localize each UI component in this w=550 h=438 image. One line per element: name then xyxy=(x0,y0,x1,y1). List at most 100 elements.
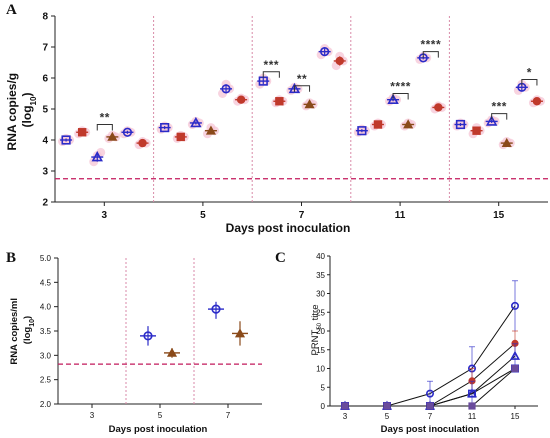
panel-a-point-halo xyxy=(218,89,228,98)
panel-a-y-axis-title: RNA copies/g (log10) xyxy=(5,70,38,151)
panel-a-y-tick-label: 4 xyxy=(42,136,48,147)
panel-a-significance-label: *** xyxy=(264,58,280,72)
panel-b-triangle-marker xyxy=(234,328,246,338)
panel-a-square-marker xyxy=(61,135,71,145)
panel-c-circle-marker xyxy=(425,389,434,398)
panel-a-letter: A xyxy=(6,2,17,18)
panel-a-square-marker xyxy=(357,126,367,136)
panel-a-circle-marker xyxy=(138,138,147,148)
panel-b-y-tick-label: 4.0 xyxy=(40,303,52,312)
panel-a-square-marker xyxy=(472,126,481,135)
panel-a-triangle-marker xyxy=(387,93,399,104)
panel-a-triangle-marker xyxy=(501,137,512,147)
panel-c-y-tick-label: 0 xyxy=(321,402,326,411)
panel-c-x-tick-label: 7 xyxy=(428,412,433,421)
panel-c-y-tick-label: 40 xyxy=(316,252,325,261)
panel-b-triangle-marker xyxy=(166,347,178,357)
panel-a-significance-label: **** xyxy=(420,38,441,52)
panel-a-triangle-marker xyxy=(107,131,118,141)
panel-b-x-tick-label: 5 xyxy=(158,411,163,420)
panel-a-square-marker xyxy=(275,97,284,106)
panel-a-x-tick-label: 5 xyxy=(200,210,206,221)
panel-a-significance-label: ** xyxy=(100,111,110,125)
panel-b-circle-marker xyxy=(143,331,153,341)
panel-a-x-tick-label: 3 xyxy=(102,210,108,221)
panel-b: B RNA copies/ml (log10) Days post inocul… xyxy=(6,250,208,435)
panel-b-plot: 2.0 2.5 3.0 3.5 4.0 4.5 5.0 3 5 7 xyxy=(40,254,262,420)
panel-a-circle-marker xyxy=(532,97,542,106)
panel-b-x-tick-label: 7 xyxy=(226,411,231,420)
panel-a-circle-marker xyxy=(236,95,246,104)
panel-a-y-tick-label: 5 xyxy=(42,105,48,116)
panel-c-y-tick-label: 5 xyxy=(321,383,326,392)
panel-b-y-tick-label: 5.0 xyxy=(40,254,52,263)
panel-a-x-tick-label: 7 xyxy=(299,210,305,221)
panel-c-triangle-marker xyxy=(509,350,521,360)
panel-a-square-marker xyxy=(176,132,185,142)
panel-b-letter: B xyxy=(6,250,16,266)
panel-a-significance-bracket xyxy=(521,79,538,86)
panel-c-square-marker xyxy=(341,402,349,410)
panel-a-y-tick-label: 7 xyxy=(42,43,48,54)
panel-a-significance-bracket xyxy=(293,85,311,92)
panel-a-circle-marker xyxy=(335,56,344,66)
panel-a-triangle-marker xyxy=(91,151,103,162)
panel-a-significance-bracket xyxy=(491,113,508,120)
panel-a-significance-label: * xyxy=(527,66,532,80)
panel-c-letter: C xyxy=(275,250,286,266)
panel-c-square-marker xyxy=(511,364,519,373)
panel-c-x-axis-title: Days post inoculation xyxy=(381,424,480,435)
panel-a-significance-label: *** xyxy=(491,100,507,114)
panel-a-triangle-marker xyxy=(485,115,498,126)
panel-c-square-marker xyxy=(383,402,391,410)
panel-b-y-tick-label: 2.0 xyxy=(40,400,52,409)
panel-c-y-tick-label: 25 xyxy=(316,308,325,317)
panel-b-x-tick-label: 3 xyxy=(90,411,95,420)
panel-a-triangle-marker xyxy=(288,82,301,94)
panel-c-x-tick-label: 15 xyxy=(511,412,520,421)
panel-c-square-marker xyxy=(467,389,476,398)
panel-a-significance-bracket xyxy=(392,93,409,100)
panel-c-circle-marker xyxy=(510,301,519,310)
panel-b-y-axis-title: RNA copies/ml (log10) xyxy=(9,295,36,364)
panel-a-significance-bracket xyxy=(422,51,439,58)
panel-a-square-marker xyxy=(160,123,170,133)
panel-a-significance-bracket xyxy=(262,71,280,78)
panel-a-x-axis-title: Days post inoculation xyxy=(226,221,351,235)
panel-c-y-tick-label: 30 xyxy=(316,290,325,299)
panel-a-triangle-marker xyxy=(304,99,315,109)
panel-a-y-tick-label: 2 xyxy=(42,198,48,209)
panel-a-x-tick-label: 11 xyxy=(395,210,406,221)
panel-a: A RNA copies/g (log10) Days post inocula… xyxy=(5,2,350,235)
panel-a-circle-marker xyxy=(221,84,231,94)
panel-a-y-tick-label: 6 xyxy=(42,74,48,85)
panel-c-y-tick-label: 20 xyxy=(316,327,325,336)
panel-c: C PRNT50 titre Days post inoculation xyxy=(275,250,480,435)
panel-a-circle-marker xyxy=(320,47,330,57)
panel-c-x-tick-label: 5 xyxy=(385,412,390,421)
panel-c-y-tick-label: 15 xyxy=(316,346,325,355)
panel-c-square-marker xyxy=(426,402,434,410)
panel-a-circle-marker xyxy=(122,127,133,137)
panel-a-triangle-marker xyxy=(205,125,216,135)
panel-a-significance-label: **** xyxy=(390,80,411,94)
panel-c-y-axis-title: PRNT50 titre xyxy=(310,304,323,355)
panel-a-y-tick-label: 3 xyxy=(42,167,48,178)
panel-a-square-marker xyxy=(455,119,466,130)
panel-a-y-tick-label: 8 xyxy=(42,12,48,23)
panel-b-x-axis-title: Days post inoculation xyxy=(109,424,208,435)
panel-b-y-tick-label: 4.5 xyxy=(40,278,52,287)
panel-b-y-tick-label: 3.5 xyxy=(40,327,52,336)
panel-a-circle-marker xyxy=(434,103,443,112)
panel-b-circle-marker xyxy=(211,304,221,314)
panel-b-y-tick-label: 3.0 xyxy=(40,351,52,360)
panel-a-triangle-marker xyxy=(190,116,202,128)
panel-c-square-marker xyxy=(468,402,476,410)
panel-c-x-tick-label: 11 xyxy=(468,412,477,421)
panel-c-x-tick-label: 3 xyxy=(343,412,348,421)
panel-a-triangle-marker xyxy=(403,119,414,129)
panel-b-y-tick-label: 2.5 xyxy=(40,376,52,385)
